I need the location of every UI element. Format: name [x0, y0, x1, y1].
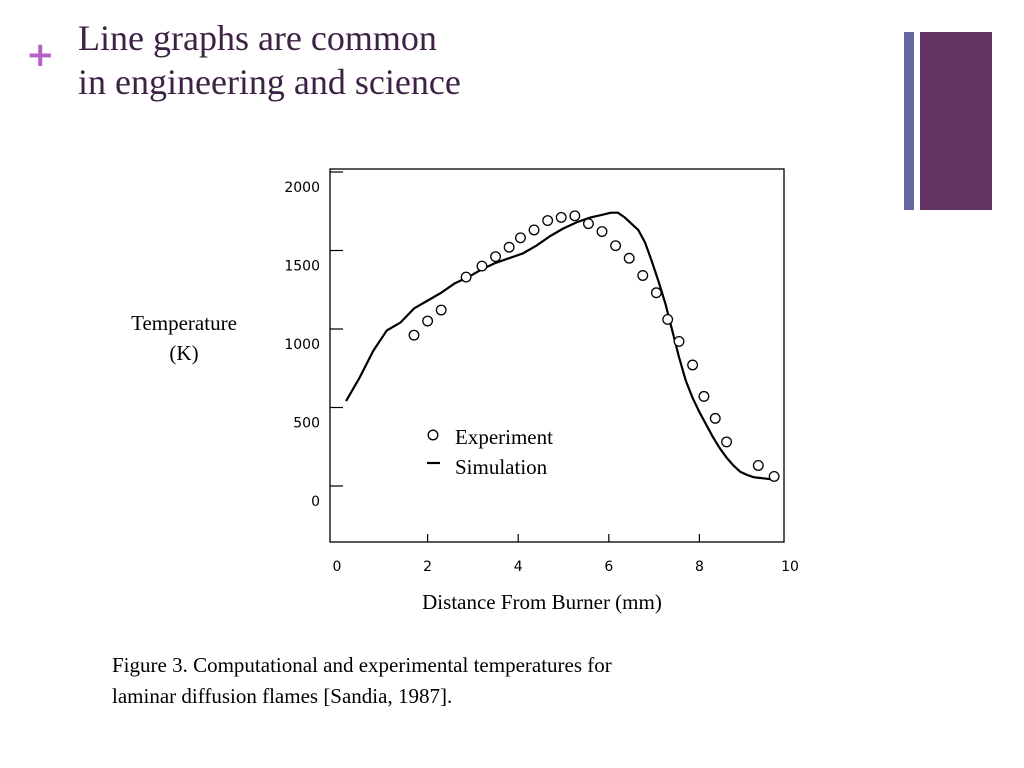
decorative-bar-wide: [920, 32, 992, 210]
slide-title: Line graphs are common in engineering an…: [78, 16, 461, 104]
experiment-point: [503, 241, 515, 253]
experiment-point: [623, 252, 635, 264]
y-axis-ticks: 0 500 1000 1500 2000: [284, 171, 343, 510]
y-tick-label: 2000: [284, 180, 320, 196]
decorative-bar-thin: [904, 32, 914, 210]
x-tick-label: 4: [514, 559, 523, 575]
experiment-point: [515, 232, 526, 244]
experiment-point: [596, 226, 608, 237]
experiment-point: [637, 270, 649, 281]
experiment-point: [490, 251, 502, 263]
legend-experiment-label: Experiment: [455, 425, 553, 449]
experiment-point: [476, 260, 488, 272]
experiment-point: [610, 240, 622, 252]
x-tick-label: 6: [604, 559, 613, 575]
experiment-point: [408, 329, 420, 341]
experiment-point: [555, 211, 567, 223]
experiment-point: [582, 218, 594, 230]
simulation-line: [345, 211, 775, 481]
series-layer: [345, 210, 780, 482]
experiment-point: [422, 315, 434, 327]
experiment-point: [698, 390, 710, 402]
x-axis-ticks: 0 2 4 6 8 10: [333, 534, 799, 575]
figure-caption: Figure 3. Computational and experimental…: [112, 650, 872, 712]
bullet-plus-icon: +: [26, 35, 55, 75]
y-axis-label-line-1: Temperature: [131, 311, 237, 335]
plot-frame: [329, 168, 785, 543]
experiment-point: [569, 210, 581, 222]
y-tick-label: 0: [311, 494, 320, 510]
experiment-point: [687, 359, 699, 371]
experiment-point: [435, 304, 447, 316]
x-tick-label: 2: [423, 559, 432, 575]
experiment-point: [752, 460, 764, 471]
x-tick-label: 8: [695, 559, 704, 575]
title-line-1: Line graphs are common: [78, 18, 437, 58]
experiment-point: [673, 335, 685, 347]
y-tick-label: 500: [293, 416, 320, 432]
experiment-point: [528, 224, 540, 236]
experiment-point: [460, 271, 472, 283]
legend: Experiment Simulation: [427, 425, 553, 479]
experiment-point: [542, 215, 554, 226]
y-tick-label: 1500: [284, 259, 320, 275]
experiment-point: [709, 412, 721, 424]
x-tick-label: 10: [781, 559, 799, 575]
y-axis-label-line-2: (K): [169, 341, 199, 365]
x-tick-label: 0: [333, 559, 342, 575]
x-axis-label: Distance From Burner (mm): [422, 590, 662, 614]
caption-line-1: Figure 3. Computational and experimental…: [112, 653, 612, 677]
experiment-point: [721, 436, 733, 448]
experiment-point: [768, 471, 780, 482]
experiment-point: [662, 314, 674, 325]
y-tick-label: 1000: [284, 337, 320, 353]
caption-line-2: laminar diffusion flames [Sandia, 1987].: [112, 684, 453, 708]
experiment-point: [650, 287, 662, 299]
y-axis-label: Temperature (K): [104, 308, 264, 368]
legend-simulation-label: Simulation: [455, 455, 548, 479]
legend-experiment-marker-icon: [427, 429, 439, 441]
title-line-2: in engineering and science: [78, 62, 461, 102]
